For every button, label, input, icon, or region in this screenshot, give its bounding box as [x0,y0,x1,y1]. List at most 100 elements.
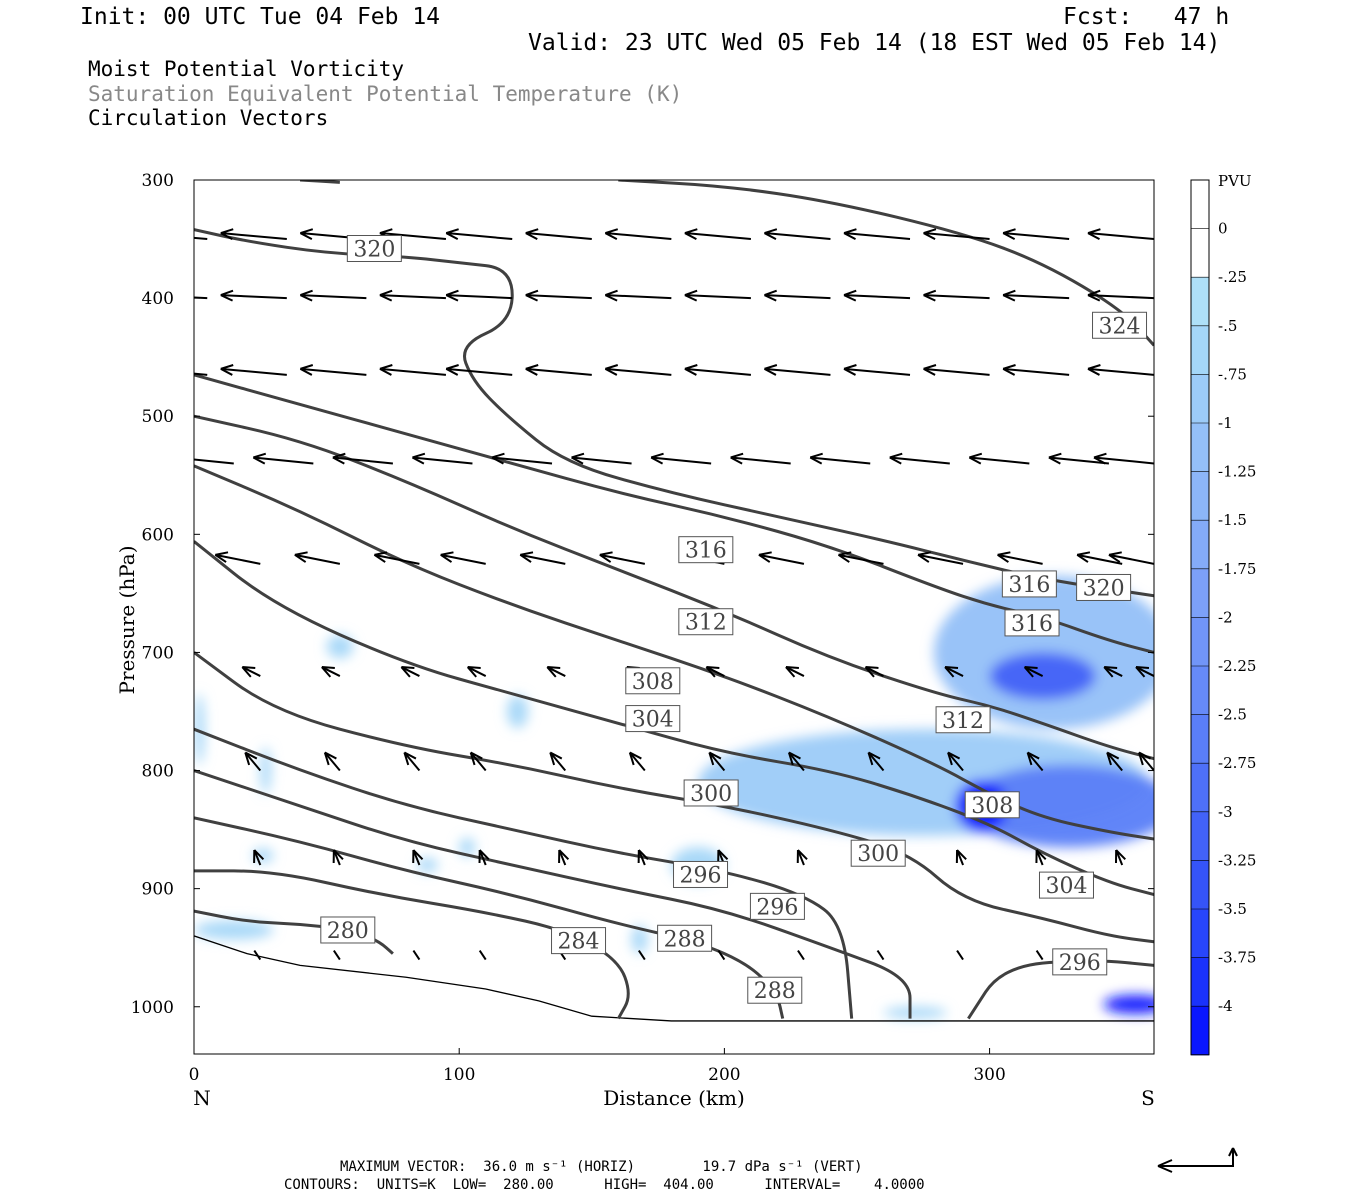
contour-label-text: 288 [664,927,706,952]
pv-blob-3 [963,764,1154,848]
vector-head [796,849,808,864]
vector-shaft [300,294,367,300]
vector-head [332,452,346,465]
vector-arrow [837,551,884,565]
vector-shaft [1106,751,1123,772]
contour-label-text: 300 [690,782,732,807]
vector-arrow [923,228,990,241]
vector-head [955,849,967,864]
contour-284-12 [194,869,630,1020]
vector-shaft [332,849,341,866]
vector-arrow [1035,949,1044,961]
vector-head [730,452,744,465]
vector-arrow [1002,228,1070,241]
contour-label-text: 308 [632,670,674,695]
vector-head [220,228,234,241]
vector-head [1035,849,1047,864]
vector-head [214,551,229,563]
vector-shaft [194,236,208,241]
colorbar-swatch [1191,860,1209,910]
colorbar-label: -3.5 [1218,900,1247,918]
vector-arrow [787,751,805,772]
contour-label-box [1004,609,1060,637]
vector-head [141,365,153,375]
vector-head [323,751,337,766]
pv-shading [194,575,1154,1019]
title-theta-es: Saturation Equivalent Potential Temperat… [88,82,683,106]
vector-shaft [1035,849,1044,866]
vector-shaft [379,294,446,300]
colorbar-label: -2.25 [1218,657,1256,675]
vector-arrow [809,452,871,465]
contour-label-296: 296 [673,860,729,888]
contour-304-6 [194,540,1154,897]
contour-label-316: 316 [1001,570,1057,598]
vector-head [403,751,417,766]
vector-head [1023,666,1038,678]
colorbar-swatch [1191,374,1209,424]
colorbar-swatch [1191,423,1209,473]
vector-shaft [764,367,831,376]
vector-arrow [220,364,287,376]
contour-label-300: 300 [683,779,739,807]
vector-arrow [604,289,672,302]
vector-head [252,452,267,465]
contour-label-box [1092,311,1148,339]
vector-shaft [446,367,513,376]
colorbar-label: -1.5 [1218,511,1247,529]
vector-head [241,666,256,678]
vector-arrow [412,849,424,866]
vector-arrow [956,949,964,961]
vector-head [705,666,720,678]
vector-head [758,551,772,563]
vector-head [466,666,481,678]
vector-arrow [1135,666,1154,678]
vector-arrow [730,452,791,465]
vector-shaft [321,666,341,677]
vector-head [650,452,664,465]
vector-head [525,228,539,241]
vector-arrow [194,458,234,465]
vector-head [1076,551,1091,563]
max-vector-note: MAXIMUM VECTOR: 36.0 m s⁻¹ (HORIZ) 19.7 … [340,1159,863,1175]
vector-shaft [300,367,367,376]
vector-arrow [333,949,341,961]
vector-shaft [1115,849,1124,866]
colorbar-label: -3 [1218,803,1233,821]
colorbar-label: -1.75 [1218,560,1256,578]
vector-arrow [637,949,646,961]
y-tick-label: 800 [142,762,174,782]
vector-shaft [923,232,990,241]
vector-head [253,849,265,864]
pv-blob-16 [883,1006,948,1019]
vector-shaft [549,751,567,772]
vector-shaft [478,949,487,961]
vector-arrow [466,666,487,678]
contour-label-text: 308 [971,794,1013,819]
vector-arrow [1103,666,1123,678]
vector-shaft [785,666,805,677]
vector-shaft [876,949,885,961]
contour-label-text: 324 [1099,314,1141,339]
contour-label-320: 320 [1076,573,1132,601]
vector-head [809,452,823,465]
vector-head [558,849,570,864]
vector-shaft [838,553,884,565]
vector-shaft [605,294,672,300]
contour-label-324: 324 [1092,311,1148,339]
colorbar-swatch [1191,180,1209,230]
vector-arrow [637,849,649,866]
vector-head [628,751,642,766]
vector-arrow [684,289,751,302]
vector-arrow [241,666,261,678]
vector-shaft [253,849,262,866]
vector-arrow [684,228,751,241]
contour-label-312: 312 [935,706,991,734]
vector-shaft [684,367,751,376]
pv-blob-14 [416,857,438,873]
vector-head [1087,289,1101,302]
vector-arrow [968,452,1030,465]
vector-head [604,289,618,302]
vector-head [546,666,561,678]
vector-head [684,364,698,376]
